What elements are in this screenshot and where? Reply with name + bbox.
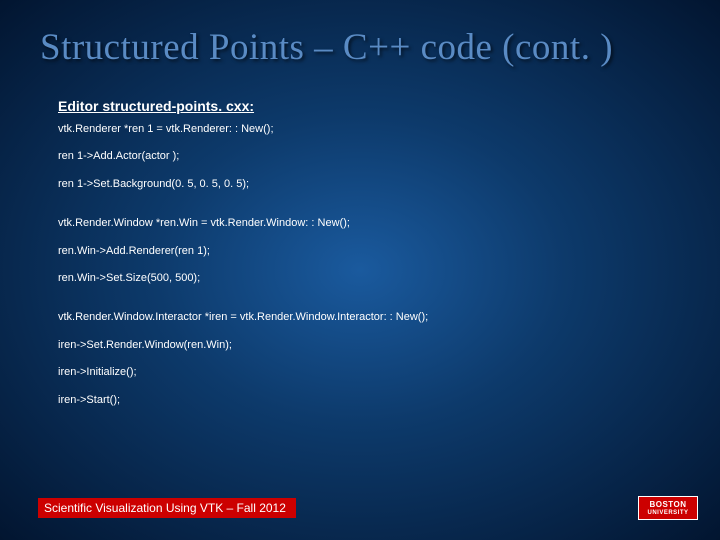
code-line: ren.Win->Set.Size(500, 500); (58, 271, 680, 286)
slide-subtitle: Editor structured-points. cxx: (58, 98, 254, 114)
slide-title: Structured Points – C++ code (cont. ) (40, 26, 613, 69)
code-line: iren->Start(); (58, 393, 680, 408)
code-group: vtk.Render.Window *ren.Win = vtk.Render.… (58, 216, 680, 286)
logo-line2: UNIVERSITY (647, 510, 688, 516)
code-group: vtk.Renderer *ren 1 = vtk.Renderer: : Ne… (58, 122, 680, 192)
logo-line1: BOSTON (649, 501, 686, 509)
code-line: ren 1->Set.Background(0. 5, 0. 5, 0. 5); (58, 177, 680, 192)
code-block: vtk.Renderer *ren 1 = vtk.Renderer: : Ne… (58, 122, 680, 432)
code-line: vtk.Render.Window.Interactor *iren = vtk… (58, 310, 680, 325)
code-line: ren.Win->Add.Renderer(ren 1); (58, 244, 680, 259)
footer-text: Scientific Visualization Using VTK – Fal… (38, 498, 296, 518)
code-line: ren 1->Add.Actor(actor ); (58, 149, 680, 164)
footer-bar: Scientific Visualization Using VTK – Fal… (38, 498, 296, 518)
code-line: vtk.Render.Window *ren.Win = vtk.Render.… (58, 216, 680, 231)
code-line: vtk.Renderer *ren 1 = vtk.Renderer: : Ne… (58, 122, 680, 137)
code-line: iren->Set.Render.Window(ren.Win); (58, 338, 680, 353)
university-logo: BOSTON UNIVERSITY (638, 496, 698, 520)
code-line: iren->Initialize(); (58, 365, 680, 380)
code-group: vtk.Render.Window.Interactor *iren = vtk… (58, 310, 680, 408)
